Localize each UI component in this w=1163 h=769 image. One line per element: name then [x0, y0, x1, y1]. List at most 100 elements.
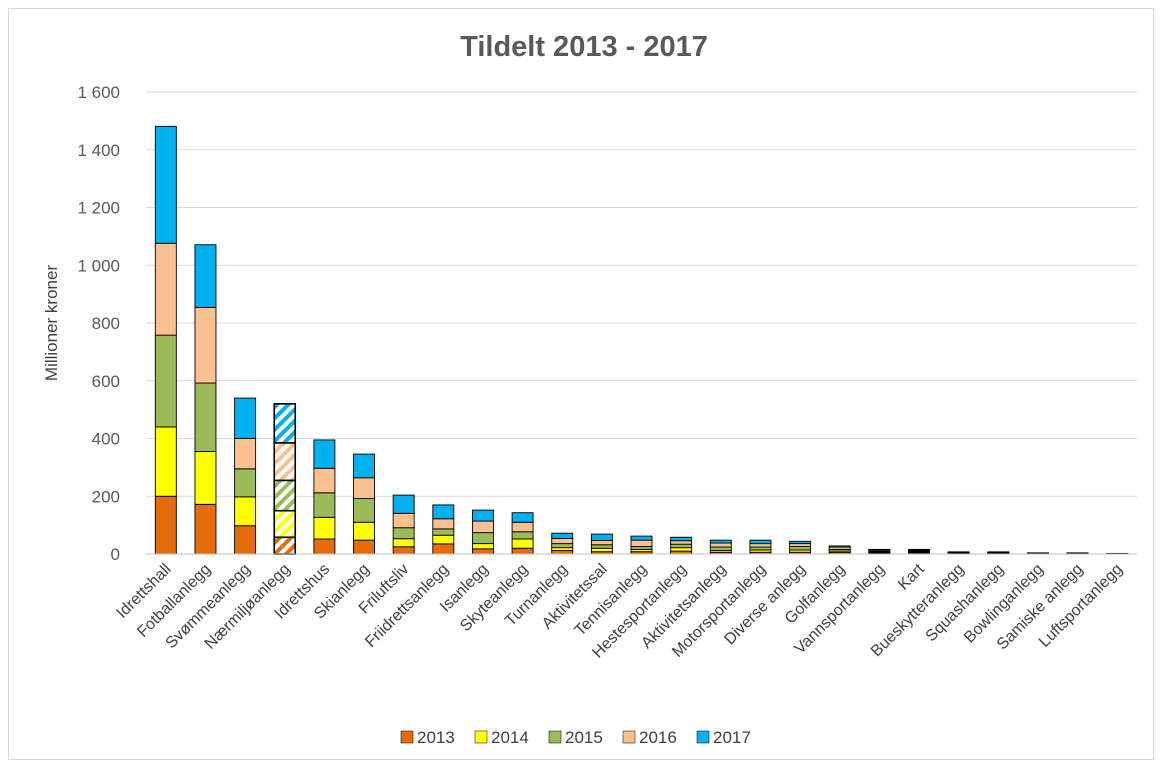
bars	[154, 125, 1129, 555]
bar-vannsportanlegg-2017	[868, 548, 891, 551]
y-tick-label: 400	[92, 430, 120, 449]
legend-item-2015: 2015	[548, 728, 603, 747]
bar-hestesportanlegg-2017	[670, 536, 693, 542]
y-axis-title: Millioner kroner	[42, 265, 61, 382]
bar-kart-2017	[908, 548, 930, 551]
legend-item-2014: 2014	[474, 728, 529, 747]
bar-isanlegg-2016	[471, 520, 494, 534]
bar-motorsportanlegg-2017	[749, 539, 772, 545]
bar-svommeanlegg-2015	[234, 468, 257, 498]
bar-diverse-anlegg-2015	[789, 546, 812, 551]
bar-diverse-anlegg-2017	[789, 540, 812, 545]
bar-friidrettsanlegg-2014	[432, 534, 455, 545]
legend-label: 2015	[565, 728, 603, 747]
bar-skianlegg-2016	[353, 477, 375, 500]
legend-label: 2017	[713, 728, 751, 747]
bar-golfanlegg-2017	[828, 545, 851, 548]
gridlines	[146, 91, 1137, 497]
bar-idrettshus-2017	[313, 439, 336, 469]
bar-svommeanlegg-2017	[234, 397, 257, 439]
bar-friidrettsanlegg-2017	[432, 504, 455, 520]
bar-turnanlegg-2013	[551, 550, 574, 555]
y-tick-label: 800	[92, 314, 120, 333]
bar-skyteanlegg-2015	[511, 531, 534, 540]
bar-tennisanlegg-2016	[630, 539, 653, 547]
bar-fotballanlegg-2017	[194, 244, 217, 308]
bar-svommeanlegg-2016	[234, 438, 257, 470]
bar-idrettshus-2014	[313, 516, 336, 540]
bar-fotballanlegg-2014	[194, 451, 217, 505]
bar-naermiljoanlegg-2014	[273, 509, 297, 539]
bar-hestesportanlegg-2016	[670, 540, 693, 545]
bar-friluftsliv-2016	[392, 512, 415, 529]
bar-aktivitetssal-2016	[590, 539, 613, 546]
y-tick-label: 1 200	[77, 199, 120, 218]
bar-friluftsliv-2017	[392, 494, 415, 514]
legend: 2013 2014 2015 2016 2017	[400, 728, 751, 747]
y-tick-label: 200	[92, 487, 120, 506]
bar-friluftsliv-2013	[392, 546, 415, 555]
legend-swatch	[548, 730, 562, 744]
legend-label: 2013	[417, 728, 455, 747]
bar-fotballanlegg-2013	[194, 503, 217, 555]
y-tick-label: 600	[92, 372, 120, 391]
chart-title: Tildelt 2013 - 2017	[460, 31, 708, 63]
x-tick-label-kart: Kart	[895, 560, 928, 593]
bar-friidrettsanlegg-2016	[432, 518, 455, 530]
bar-idrettshall-2015	[154, 334, 177, 428]
bar-idrettshall-2017	[154, 125, 177, 244]
legend-item-2016: 2016	[622, 728, 677, 747]
bar-skyteanlegg-2014	[511, 538, 534, 549]
bar-idrettshall-2013	[154, 495, 177, 555]
bar-isanlegg-2015	[471, 532, 494, 545]
legend-label: 2016	[639, 728, 677, 747]
bar-naermiljoanlegg-2013	[273, 536, 297, 555]
bar-aktivitetssal-2015	[590, 544, 613, 549]
bar-naermiljoanlegg-2017	[273, 403, 297, 444]
bar-skianlegg-2013	[353, 539, 375, 555]
bar-idrettshall-2016	[154, 242, 177, 336]
bar-friidrettsanlegg-2015	[432, 528, 455, 536]
bar-hestesportanlegg-2015	[670, 543, 693, 549]
bar-turnanlegg-2016	[551, 537, 574, 545]
bar-idrettshus-2015	[313, 492, 336, 518]
bar-skianlegg-2017	[353, 453, 375, 479]
bar-isanlegg-2013	[471, 548, 494, 555]
bar-isanlegg-2017	[471, 509, 494, 522]
bar-skyteanlegg-2013	[511, 547, 534, 555]
bar-motorsportanlegg-2016	[749, 543, 772, 548]
legend-item-2013: 2013	[400, 728, 455, 747]
bar-aktivitetssal-2014	[590, 547, 613, 553]
bar-hestesportanlegg-2014	[670, 547, 693, 552]
y-tick-label: 1 000	[77, 256, 120, 275]
bar-turnanlegg-2015	[551, 543, 574, 549]
bar-friidrettsanlegg-2013	[432, 543, 455, 555]
bar-idrettshall-2014	[154, 426, 177, 497]
y-axis-ticks: 0 200 400 600 800 1 000 1 200 1 400 1 600	[77, 83, 120, 564]
y-tick-label: 1 600	[77, 83, 120, 102]
legend-item-2017: 2017	[696, 728, 751, 747]
bar-naermiljoanlegg-2016	[273, 442, 297, 482]
bar-aktivitetssal-2017	[590, 533, 613, 541]
x-axis-labels: IdrettshallFotballanleggSvømmeanleggNærm…	[114, 560, 1126, 661]
bar-fotballanlegg-2015	[194, 382, 217, 452]
y-tick-label: 0	[111, 545, 120, 564]
bar-skyteanlegg-2017	[511, 512, 534, 523]
bar-isanlegg-2014	[471, 543, 494, 550]
bar-skianlegg-2015	[353, 498, 375, 523]
bar-aktivitetsanlegg-2015	[709, 546, 732, 551]
legend-swatch	[622, 730, 636, 744]
bar-tennisanlegg-2017	[630, 535, 653, 541]
bar-svommeanlegg-2014	[234, 496, 257, 527]
y-tick-label: 1 400	[77, 141, 120, 160]
bar-naermiljoanlegg-2015	[273, 479, 297, 512]
legend-label: 2014	[491, 728, 529, 747]
legend-swatch	[474, 730, 488, 744]
bar-fotballanlegg-2016	[194, 306, 217, 384]
bar-idrettshus-2013	[313, 538, 336, 555]
bar-skianlegg-2014	[353, 521, 375, 541]
bar-friluftsliv-2015	[392, 527, 415, 540]
legend-swatch	[696, 730, 710, 744]
bar-idrettshus-2016	[313, 467, 336, 494]
